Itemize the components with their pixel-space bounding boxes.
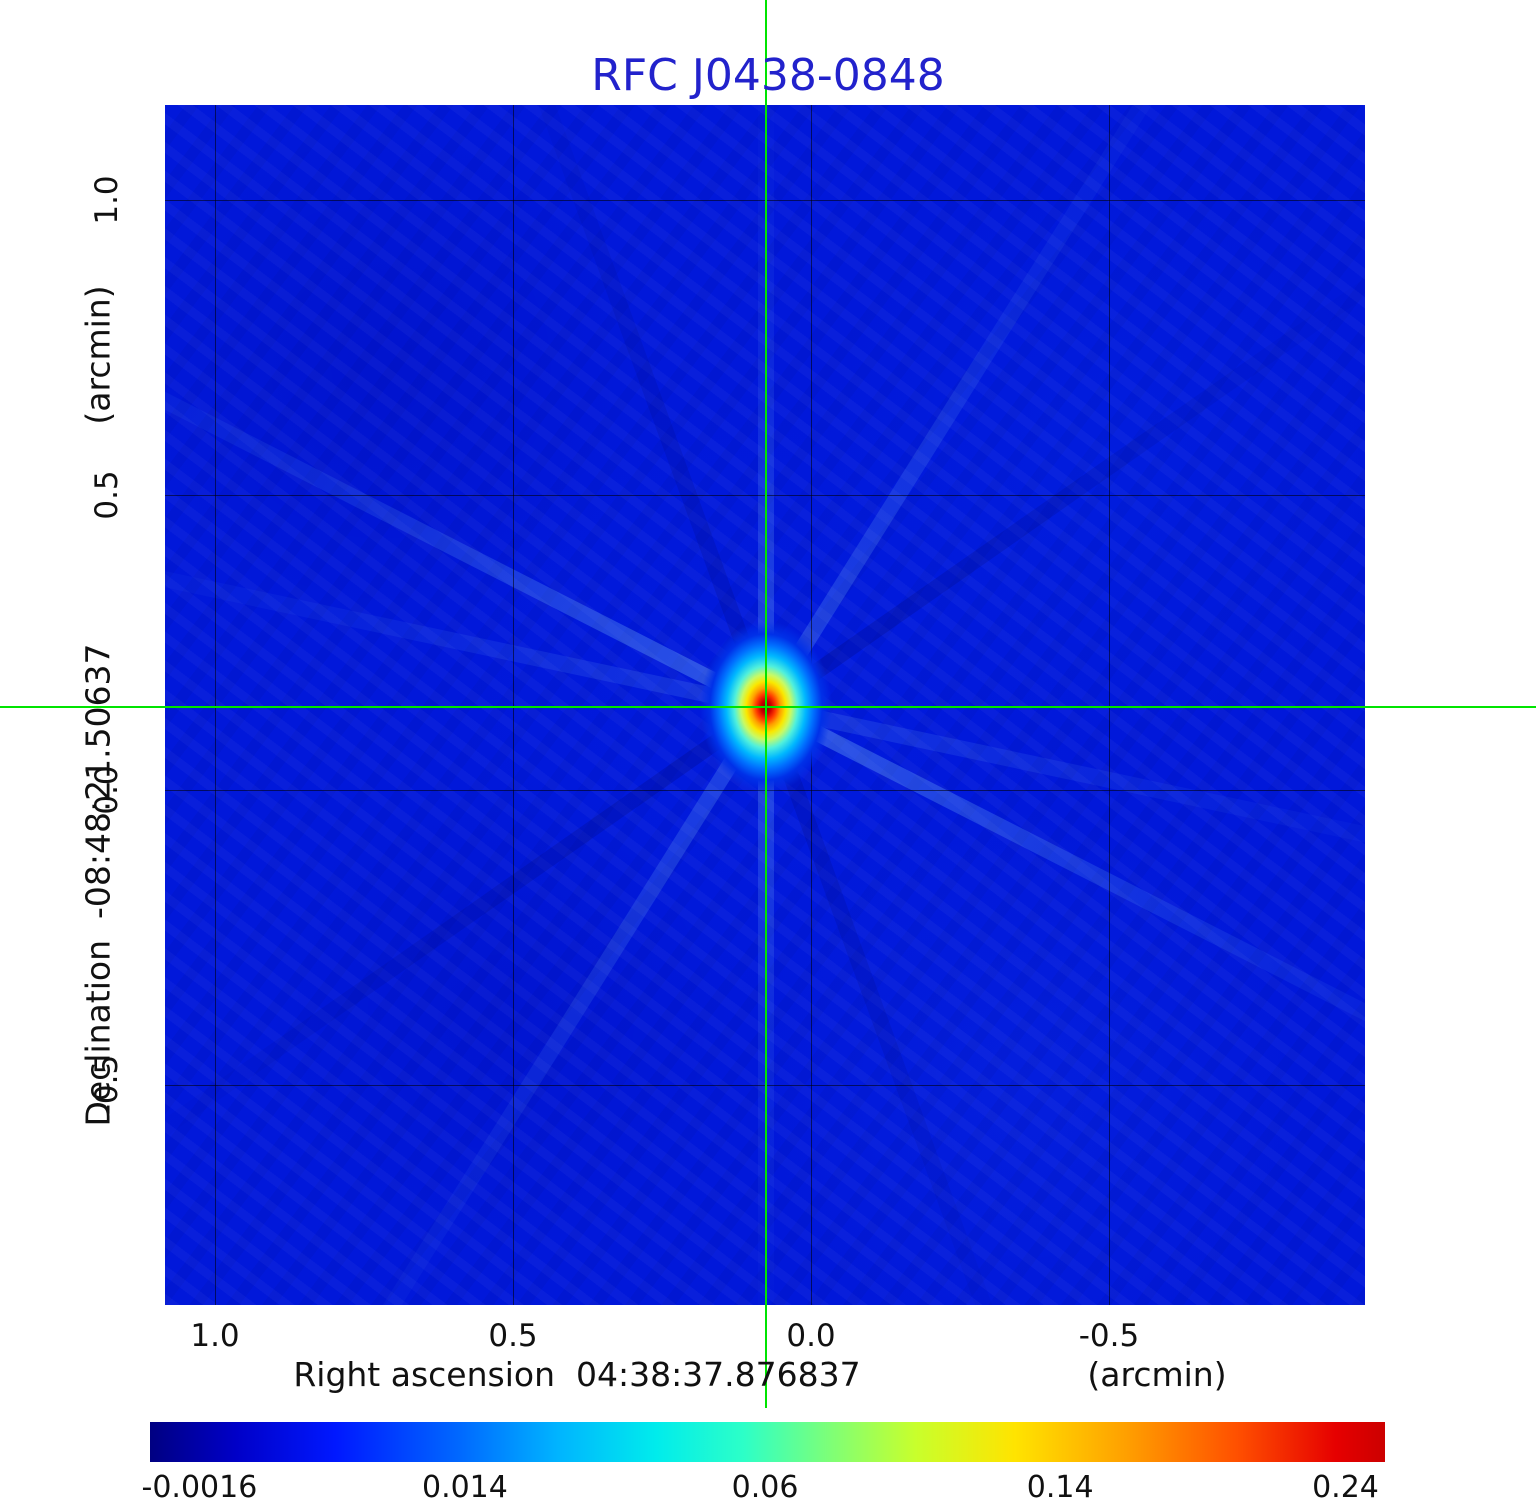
- colorbar-tick-label: -0.0016: [141, 1470, 258, 1505]
- y-tick-label: 1.0: [89, 175, 125, 225]
- x-tick-label: 0.0: [786, 1318, 836, 1354]
- colorbar-tick-label: 0.06: [731, 1470, 799, 1505]
- plot-title: RFC J0438-0848: [591, 50, 945, 101]
- crosshair-vertical: [765, 0, 767, 1408]
- gridline-vertical: [513, 105, 514, 1305]
- colorbar: [150, 1422, 1385, 1462]
- y-axis-unit: (arcmin): [78, 285, 118, 425]
- crosshair-horizontal: [0, 706, 1536, 708]
- x-axis-unit: (arcmin): [1087, 1355, 1227, 1394]
- colorbar-tick-row: -0.0016 0.014 0.06 0.14 0.24: [141, 1470, 1385, 1508]
- colorbar-tick-label: 0.14: [1026, 1470, 1094, 1505]
- gridline-vertical: [1109, 105, 1110, 1305]
- gridline-vertical: [215, 105, 216, 1305]
- colorbar-tick-label: 0.24: [1312, 1470, 1379, 1505]
- x-axis-label: Right ascension 04:38:37.876837: [293, 1355, 861, 1394]
- x-tick-label: 1.0: [190, 1318, 240, 1354]
- y-tick-label: 0.5: [89, 470, 125, 520]
- x-tick-label: -0.5: [1078, 1318, 1140, 1354]
- y-axis-label: Declination -08:48:21.50637: [78, 643, 118, 1127]
- colorbar-tick-label: 0.014: [421, 1470, 508, 1505]
- x-tick-label: 0.5: [488, 1318, 538, 1354]
